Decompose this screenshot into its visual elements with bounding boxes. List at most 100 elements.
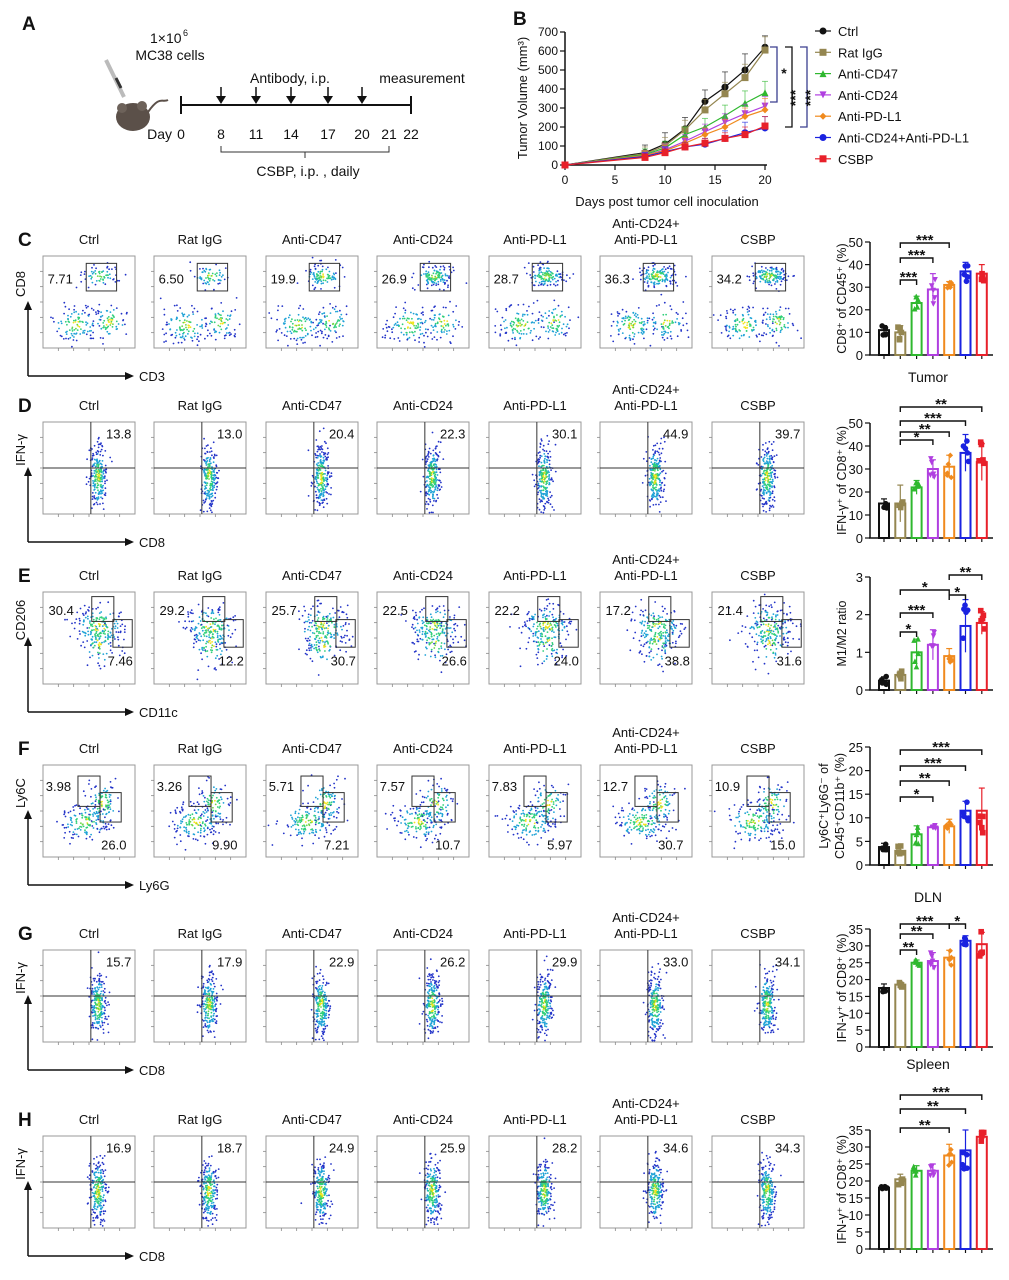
event-dot bbox=[762, 334, 765, 337]
event-dot bbox=[768, 269, 771, 272]
event-dot bbox=[327, 630, 330, 632]
event-dot bbox=[310, 329, 312, 332]
event-dot bbox=[557, 326, 560, 328]
event-dot bbox=[99, 631, 102, 634]
event-dot bbox=[782, 317, 785, 319]
event-dot bbox=[439, 488, 442, 491]
event-dot bbox=[320, 455, 323, 458]
event-dot bbox=[652, 271, 655, 274]
event-dot bbox=[319, 632, 322, 634]
event-dot bbox=[496, 310, 499, 313]
event-dot bbox=[661, 334, 663, 336]
event-dot bbox=[333, 626, 336, 628]
event-dot bbox=[437, 455, 440, 458]
event-dot bbox=[87, 480, 90, 483]
event-dot bbox=[435, 633, 438, 635]
event-dot bbox=[102, 278, 104, 281]
event-dot bbox=[764, 311, 767, 314]
event-dot bbox=[210, 651, 213, 654]
event-dot bbox=[420, 312, 423, 315]
event-dot bbox=[667, 325, 670, 328]
event-dot bbox=[314, 509, 316, 511]
event-dot bbox=[178, 333, 181, 336]
event-dot bbox=[193, 275, 196, 278]
data-point bbox=[701, 139, 709, 147]
event-dot bbox=[98, 652, 101, 654]
event-dot bbox=[425, 283, 428, 286]
csbp-bracket bbox=[220, 146, 390, 158]
event-dot bbox=[111, 326, 114, 328]
event-dot bbox=[187, 333, 189, 335]
event-dot bbox=[320, 636, 323, 639]
event-dot bbox=[208, 497, 211, 500]
flow-y-axis-label: CD8 bbox=[13, 271, 28, 297]
event-dot bbox=[196, 338, 199, 341]
event-dot bbox=[64, 320, 67, 323]
event-dot bbox=[717, 319, 719, 321]
event-dot bbox=[432, 511, 434, 514]
event-dot bbox=[633, 343, 636, 345]
event-dot bbox=[163, 313, 166, 316]
event-dot bbox=[434, 644, 437, 647]
event-dot bbox=[314, 286, 317, 289]
event-dot bbox=[430, 484, 433, 487]
event-dot bbox=[553, 299, 556, 302]
event-dot bbox=[656, 463, 659, 466]
event-dot bbox=[209, 277, 212, 280]
event-dot bbox=[313, 288, 316, 291]
event-dot bbox=[284, 317, 287, 320]
day-label: 0 bbox=[177, 126, 185, 142]
event-dot bbox=[69, 635, 72, 638]
event-dot bbox=[318, 311, 321, 313]
event-dot bbox=[60, 335, 63, 338]
event-dot bbox=[106, 310, 109, 312]
event-dot bbox=[551, 278, 554, 281]
event-dot bbox=[186, 320, 188, 322]
event-dot bbox=[322, 506, 325, 509]
event-dot bbox=[311, 645, 313, 648]
event-dot bbox=[514, 317, 517, 320]
event-dot bbox=[115, 620, 118, 623]
event-dot bbox=[391, 328, 393, 331]
event-dot bbox=[212, 622, 214, 625]
event-dot bbox=[433, 336, 436, 338]
event-dot bbox=[550, 272, 553, 274]
event-dot bbox=[657, 276, 660, 278]
event-dot bbox=[289, 330, 292, 333]
event-dot bbox=[345, 613, 348, 616]
gate-percentage: 26.9 bbox=[382, 272, 407, 287]
event-dot bbox=[294, 330, 297, 333]
event-dot bbox=[632, 312, 635, 314]
event-dot bbox=[315, 454, 317, 457]
event-dot bbox=[764, 473, 766, 476]
event-dot bbox=[190, 620, 193, 623]
event-dot bbox=[342, 320, 344, 322]
event-dot bbox=[394, 322, 397, 325]
event-dot bbox=[322, 632, 325, 635]
event-dot bbox=[225, 648, 228, 651]
event-dot bbox=[666, 275, 668, 277]
event-dot bbox=[101, 492, 104, 494]
event-dot bbox=[427, 274, 430, 277]
event-dot bbox=[509, 322, 512, 325]
event-dot bbox=[326, 492, 329, 494]
event-dot bbox=[720, 332, 723, 334]
event-dot bbox=[222, 310, 224, 313]
event-dot bbox=[645, 451, 648, 453]
event-dot bbox=[56, 330, 59, 333]
plot-frame bbox=[711, 255, 805, 349]
event-dot bbox=[542, 272, 544, 274]
event-dot bbox=[205, 464, 208, 466]
event-dot bbox=[209, 626, 212, 629]
event-dot bbox=[316, 464, 319, 467]
event-dot bbox=[541, 478, 544, 481]
event-dot bbox=[542, 482, 545, 484]
event-dot bbox=[417, 322, 419, 325]
event-dot bbox=[670, 267, 672, 270]
event-dot bbox=[512, 323, 515, 326]
event-dot bbox=[768, 459, 771, 461]
event-dot bbox=[617, 328, 620, 331]
event-dot bbox=[409, 327, 412, 329]
event-dot bbox=[421, 608, 423, 611]
event-dot bbox=[543, 497, 546, 500]
